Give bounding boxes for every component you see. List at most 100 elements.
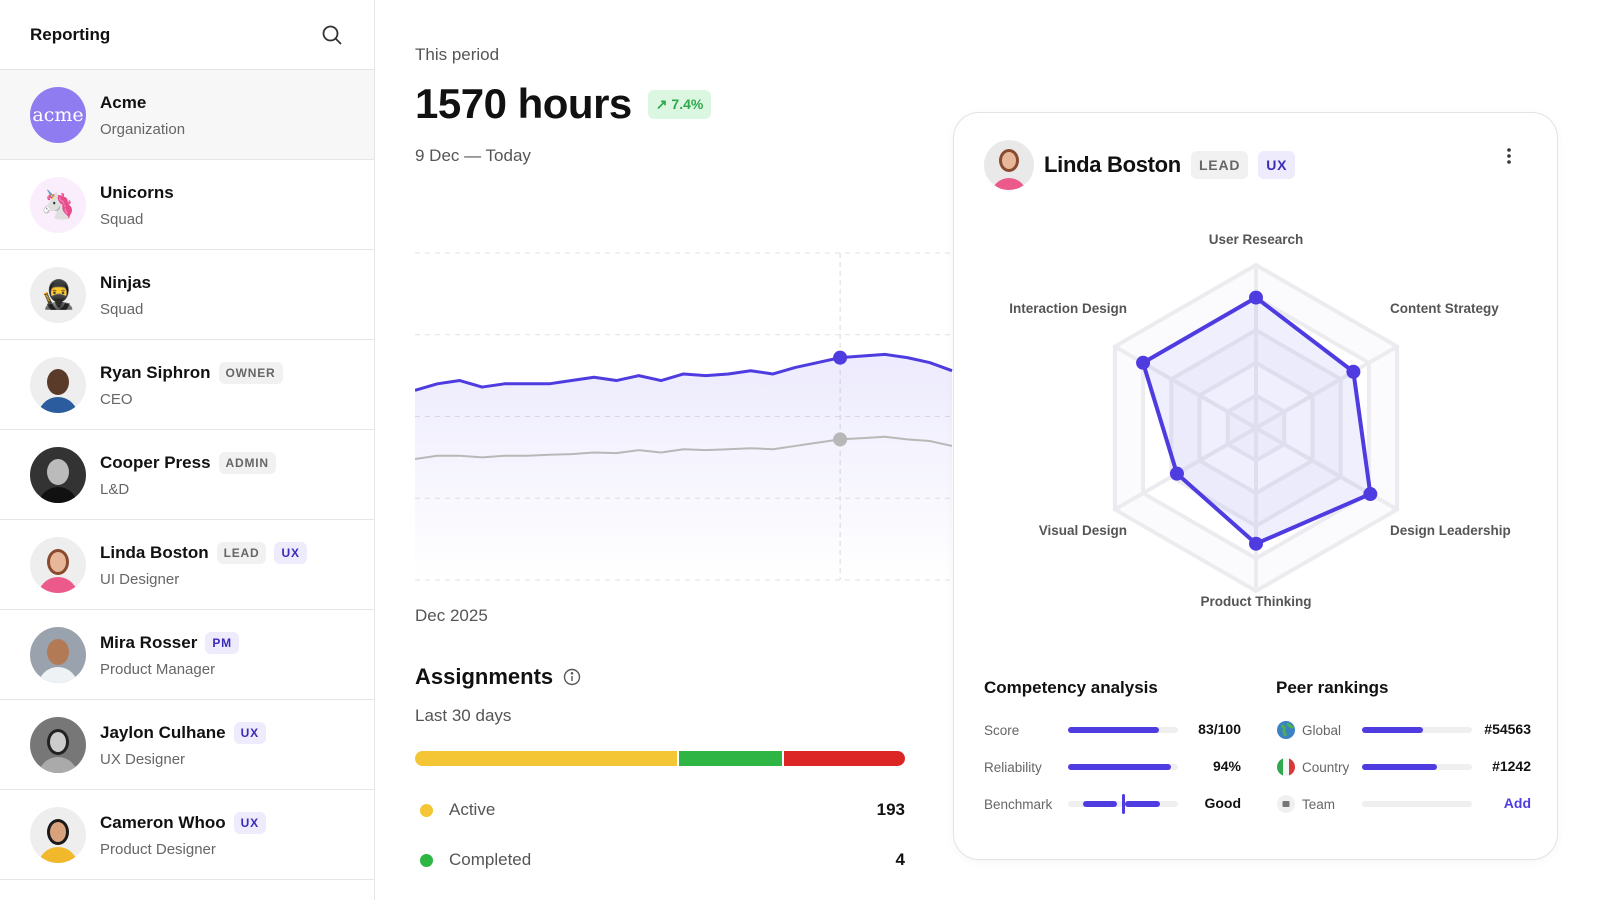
item-name: Ninjas (100, 273, 152, 292)
team-badge: UX (233, 812, 266, 834)
benchmark-slider[interactable] (1068, 794, 1178, 814)
profile-avatar (984, 140, 1034, 190)
radar-label-product-thinking: Product Thinking (1200, 594, 1312, 609)
trend-up-icon: ↗ (655, 95, 668, 112)
sidebar-item-cameron-whoo[interactable]: Cameron Whoo UX Product Designer (0, 790, 374, 880)
competency-bar-fill (1068, 727, 1160, 733)
item-subtitle: Product Manager (100, 661, 216, 678)
item-name: Unicorns (100, 183, 174, 202)
radar-point[interactable] (1363, 487, 1378, 502)
radar-label-visual-design: Visual Design (1038, 523, 1127, 538)
sidebar: Reporting acme Acme Organization 🦄 Unicor… (0, 0, 375, 900)
competency-bar (1068, 764, 1178, 770)
peer-bar (1362, 801, 1472, 807)
item-name: Linda Boston (100, 543, 209, 562)
legend-label: Active (449, 800, 496, 819)
total-value: 1570 hours (415, 80, 632, 127)
benchmark-range-right (1125, 801, 1160, 807)
sidebar-item-unicorns[interactable]: 🦄 Unicorns Squad (0, 160, 374, 250)
assignments-heading: Assignments (415, 664, 581, 690)
legend-active: Active 193 (420, 800, 905, 820)
sidebar-item-jaylon-culhane[interactable]: Jaylon Culhane UX UX Designer (0, 700, 374, 790)
radar-axis (1113, 426, 1258, 512)
item-name: Acme (100, 93, 147, 112)
competency-label: Score (984, 722, 1020, 738)
competency-bar (1068, 727, 1178, 733)
role-badge: ADMIN (218, 452, 276, 474)
bar-segment (415, 751, 678, 766)
item-subtitle: UX Designer (100, 751, 186, 768)
legend-completed: Completed 4 (420, 850, 905, 870)
item-subtitle: Squad (100, 301, 144, 318)
item-subtitle: Organization (100, 121, 186, 138)
peer-label: Global (1302, 722, 1342, 738)
peer-label: Country (1302, 759, 1350, 775)
area-fill (415, 354, 952, 580)
item-subtitle: Squad (100, 211, 144, 228)
sidebar-item-ninjas[interactable]: 🥷 Ninjas Squad (0, 250, 374, 340)
radar-label-design-leadership: Design Leadership (1390, 523, 1511, 538)
radar-point[interactable] (1249, 290, 1263, 305)
role-badge: LEAD (1190, 151, 1249, 179)
avatar (30, 716, 86, 773)
status-dot (420, 853, 433, 867)
avatar (30, 356, 86, 413)
hours-line-chart[interactable] (415, 240, 955, 590)
benchmark-marker[interactable] (1121, 794, 1125, 814)
sidebar-title: Reporting (30, 24, 111, 44)
legend-value: 4 (895, 850, 905, 869)
item-name: Jaylon Culhane (100, 723, 226, 742)
peer-bar (1362, 727, 1472, 733)
date-range: 9 Dec — Today (415, 146, 531, 165)
avatar (30, 536, 86, 593)
legend-label: Completed (449, 850, 532, 869)
radar-point[interactable] (1169, 466, 1184, 481)
search-icon[interactable] (320, 23, 344, 47)
unicorn-icon: 🦄 (30, 176, 86, 233)
profile-header: Linda Boston LEAD UX (1044, 151, 1296, 179)
sidebar-item-mira-rosser[interactable]: Mira Rosser PM Product Manager (0, 610, 374, 700)
competency-value: 83/100 (1198, 721, 1241, 737)
peer-rank-value: #1242 (1492, 758, 1531, 774)
highlight-point-previous[interactable] (833, 432, 848, 447)
benchmark-range-left (1083, 801, 1117, 807)
radar-point[interactable] (1136, 355, 1151, 370)
sidebar-item-linda-boston[interactable]: Linda Boston LEAD UX UI Designer (0, 520, 374, 610)
item-name: Cameron Whoo (100, 813, 226, 832)
ninja-icon: 🥷 (30, 266, 86, 323)
team-badge: UX (274, 542, 307, 564)
sidebar-item-acme[interactable]: acme Acme Organization (0, 70, 374, 160)
sidebar-item-cooper-press[interactable]: Cooper Press ADMIN L&D (0, 430, 374, 520)
bar-segment (679, 751, 782, 766)
competency-title: Competency analysis (984, 678, 1158, 697)
info-icon[interactable] (563, 668, 581, 686)
item-name: Mira Rosser (100, 633, 198, 652)
team-badge: UX (233, 722, 266, 744)
competency-bar-fill (1068, 764, 1172, 770)
series-line-previous (415, 435, 953, 460)
more-options-icon[interactable] (1504, 147, 1514, 165)
bar-segment (783, 751, 905, 766)
add-team-button[interactable]: Add (1503, 795, 1531, 811)
peer-bar (1362, 764, 1472, 770)
role-badge: OWNER (218, 362, 283, 384)
item-name: Ryan Siphron (100, 363, 211, 382)
radar-point[interactable] (1346, 364, 1361, 379)
legend-value: 193 (876, 800, 905, 819)
italy-flag-icon (1276, 757, 1296, 782)
sidebar-item-ryan-siphron[interactable]: Ryan Siphron OWNER CEO (0, 340, 374, 430)
radar-point[interactable] (1249, 536, 1263, 551)
avatar (30, 626, 86, 683)
competency-value: Good (1204, 795, 1241, 811)
item-subtitle: Product Designer (100, 841, 216, 858)
competency-label: Benchmark (984, 796, 1053, 812)
item-name: Cooper Press (100, 453, 211, 472)
team-badge: UX (1258, 151, 1296, 179)
highlight-point-current[interactable] (833, 350, 848, 365)
radar-axis (1254, 344, 1399, 430)
peer-label: Team (1302, 796, 1336, 812)
assignments-subtitle: Last 30 days (415, 706, 512, 725)
radar-label-user-research: User Research (1208, 232, 1304, 247)
acme-logo: acme (30, 86, 86, 143)
total-hours: 1570 hours ↗ 7.4% (415, 80, 712, 128)
